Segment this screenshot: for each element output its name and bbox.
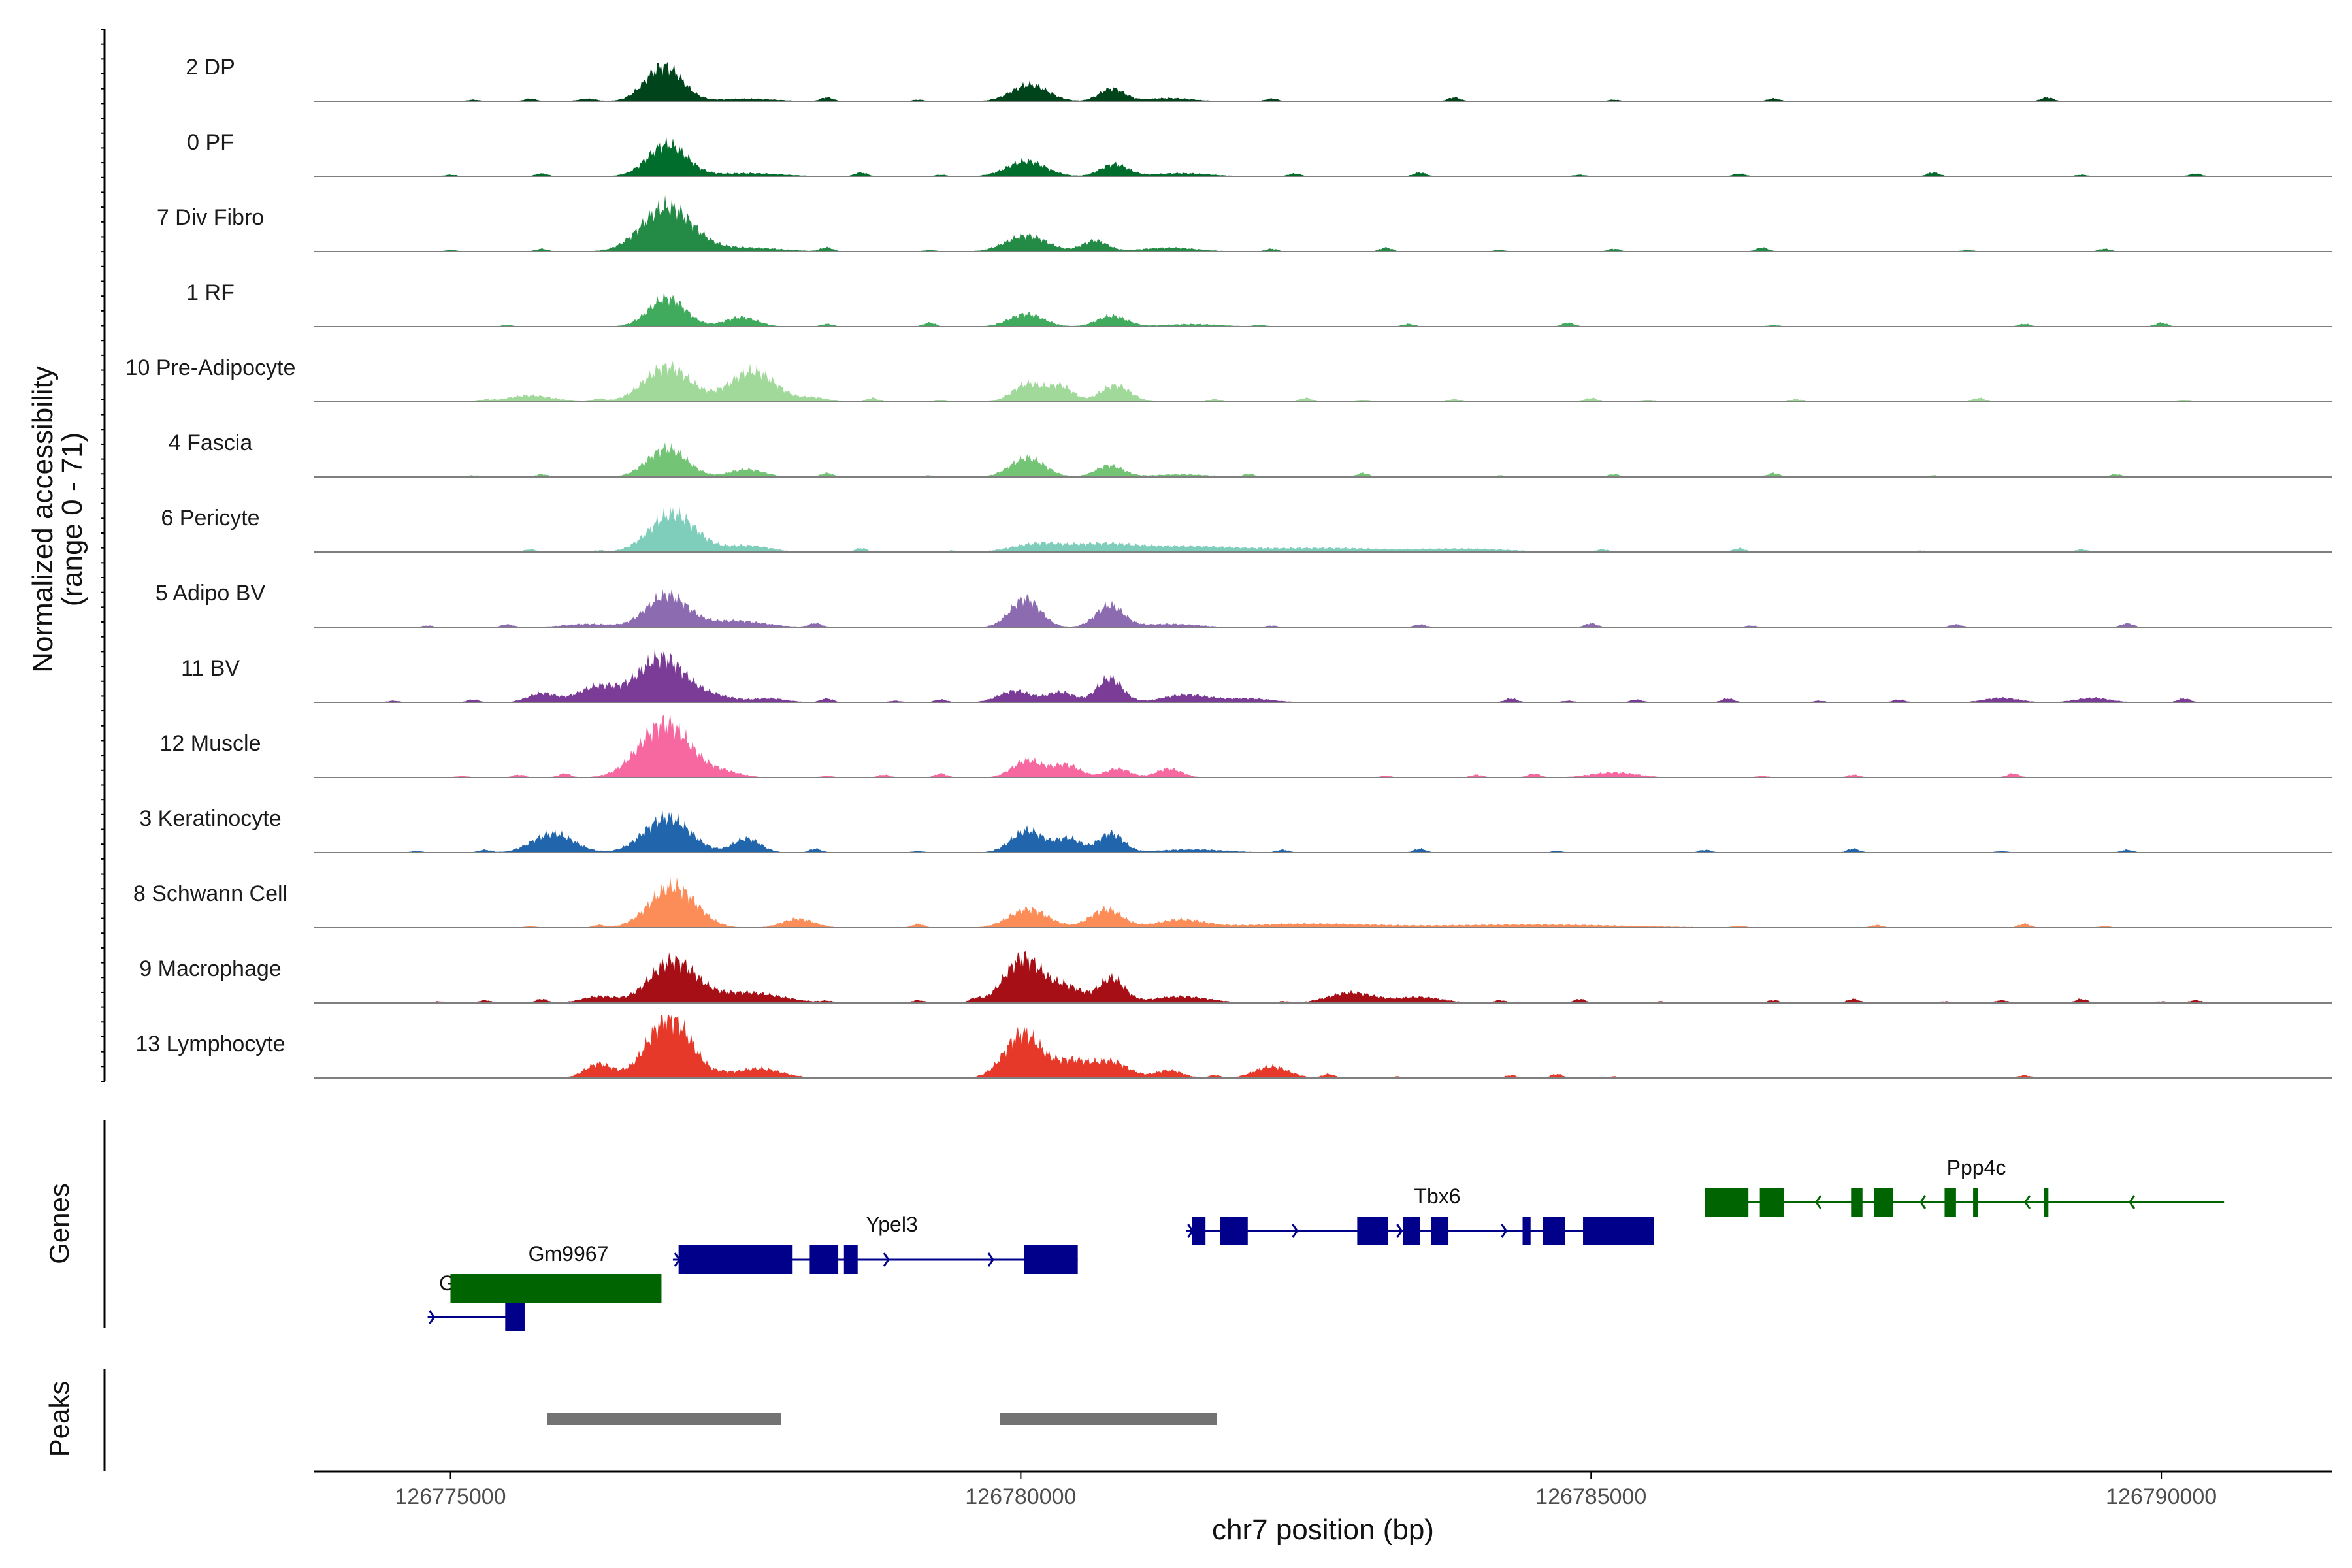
track-label: 9 Macrophage bbox=[139, 956, 281, 981]
gene-exon bbox=[1403, 1217, 1420, 1245]
gene-exon bbox=[678, 1245, 793, 1274]
gene-exon bbox=[1705, 1188, 1749, 1217]
strand-arrow bbox=[987, 1252, 994, 1267]
peak-bar bbox=[547, 1413, 781, 1425]
coverage-track: 9 Macrophage bbox=[139, 951, 2332, 1004]
track-label: 3 Keratinocyte bbox=[139, 806, 281, 831]
gene-model: Gm9967 bbox=[450, 1242, 662, 1303]
y-axis-title: Normalized accessibility bbox=[27, 366, 59, 672]
strand-arrow bbox=[883, 1252, 890, 1267]
track-label: 7 Div Fibro bbox=[157, 205, 264, 230]
gene-exon bbox=[1759, 1188, 1784, 1217]
gene-exon bbox=[1973, 1188, 1978, 1217]
gene-exon bbox=[1357, 1217, 1388, 1245]
gene-model: Ppp4c bbox=[1705, 1156, 2225, 1217]
coverage-area bbox=[314, 195, 2332, 252]
x-tick-label: 126785000 bbox=[1535, 1484, 1646, 1509]
x-tick-label: 126775000 bbox=[395, 1484, 506, 1509]
gene-exon bbox=[843, 1245, 858, 1274]
coverage-area bbox=[314, 810, 2332, 853]
peaks-panel bbox=[103, 1369, 1217, 1471]
coverage-track: 1 RF bbox=[186, 280, 2332, 327]
strand-arrow bbox=[2128, 1195, 2136, 1209]
coverage-track: 0 PF bbox=[187, 130, 2332, 177]
coverage-track: 10 Pre-Adipocyte bbox=[125, 355, 2332, 402]
coverage-track: 5 Adipo BV bbox=[155, 581, 2332, 628]
gene-exon bbox=[1543, 1217, 1565, 1245]
coverage-track: 8 Schwann Cell bbox=[133, 877, 2332, 928]
track-label: 11 BV bbox=[181, 656, 240, 681]
gene-exon bbox=[450, 1274, 662, 1303]
strand-arrow bbox=[1919, 1195, 1927, 1209]
gene-exon bbox=[1522, 1217, 1531, 1245]
genes-panel-title: Genes bbox=[44, 1183, 74, 1264]
coverage-track: 4 Fascia bbox=[169, 431, 2332, 478]
peaks-panel-title: Peaks bbox=[44, 1381, 74, 1458]
coverage-area bbox=[314, 1015, 2332, 1078]
coverage-area bbox=[314, 714, 2332, 777]
track-label: 4 Fascia bbox=[169, 431, 253, 455]
y-axis-range: (range 0 - 71) bbox=[56, 433, 88, 607]
coverage-area bbox=[314, 442, 2332, 477]
coverage-track: 6 Pericyte bbox=[161, 506, 2332, 553]
gene-exon bbox=[1851, 1188, 1863, 1217]
track-label: 2 DP bbox=[186, 55, 235, 80]
coverage-track: 2 DP bbox=[186, 55, 2332, 102]
genes-panel: Gdpd3Gm9967Ypel3Tbx6Ppp4c bbox=[103, 1120, 2225, 1331]
coverage-area bbox=[314, 589, 2332, 627]
coverage-area bbox=[314, 877, 2332, 928]
coverage-area bbox=[314, 951, 2332, 1003]
gene-label: Gm9967 bbox=[529, 1242, 609, 1266]
coverage-tracks: 2 DP 0 PF 7 Div Fibro 1 RF 10 Pre-Adipocyte 4… bbox=[125, 55, 2332, 1079]
gene-exon bbox=[1024, 1245, 1078, 1274]
coverage-area bbox=[314, 649, 2332, 702]
strand-arrow bbox=[1396, 1224, 1403, 1238]
coverage-track: 7 Div Fibro bbox=[157, 195, 2332, 252]
coverage-area bbox=[314, 137, 2332, 176]
coverage-track: 11 BV bbox=[181, 649, 2332, 703]
gene-exon bbox=[1192, 1217, 1206, 1245]
strand-arrow bbox=[1501, 1224, 1508, 1238]
track-label: 1 RF bbox=[186, 280, 235, 305]
gene-exon bbox=[1944, 1188, 1956, 1217]
coverage-area bbox=[314, 61, 2332, 101]
strand-arrow bbox=[2023, 1195, 2031, 1209]
track-label: 6 Pericyte bbox=[161, 506, 259, 531]
coverage-track: 12 Muscle bbox=[160, 714, 2332, 778]
gene-model: Tbx6 bbox=[1186, 1184, 1654, 1245]
x-axis: 126775000 126780000 126785000 126790000 bbox=[314, 1470, 2332, 1509]
coverage-track: 13 Lymphocyte bbox=[135, 1015, 2332, 1079]
track-label: 5 Adipo BV bbox=[155, 581, 266, 606]
gene-exon bbox=[1431, 1217, 1449, 1245]
strand-arrow bbox=[429, 1310, 436, 1324]
gene-exon bbox=[2044, 1188, 2049, 1217]
track-label: 12 Muscle bbox=[160, 731, 261, 756]
gene-exon bbox=[1220, 1217, 1248, 1245]
strand-arrow bbox=[1814, 1195, 1822, 1209]
track-label: 8 Schwann Cell bbox=[133, 881, 287, 906]
coverage-track: 3 Keratinocyte bbox=[139, 806, 2332, 853]
gene-label: Ypel3 bbox=[866, 1213, 917, 1236]
gene-exon bbox=[1874, 1188, 1893, 1217]
gene-label: Tbx6 bbox=[1414, 1184, 1460, 1208]
track-label: 0 PF bbox=[187, 130, 234, 155]
gene-exon bbox=[1583, 1217, 1654, 1245]
strand-arrow bbox=[1292, 1224, 1299, 1238]
y-axis bbox=[101, 29, 106, 1082]
x-tick-label: 126780000 bbox=[965, 1484, 1076, 1509]
coverage-area bbox=[314, 361, 2332, 402]
track-label: 13 Lymphocyte bbox=[135, 1032, 285, 1056]
coverage-area bbox=[314, 293, 2332, 327]
gene-label: Ppp4c bbox=[1947, 1156, 2006, 1179]
peak-bar bbox=[1000, 1413, 1217, 1425]
x-axis-title: chr7 position (bp) bbox=[1212, 1514, 1434, 1546]
gene-model: Ypel3 bbox=[672, 1213, 1078, 1274]
gene-exon bbox=[505, 1303, 525, 1331]
track-label: 10 Pre-Adipocyte bbox=[125, 355, 296, 380]
gene-exon bbox=[809, 1245, 839, 1274]
coverage-area bbox=[314, 506, 2332, 552]
x-tick-label: 126790000 bbox=[2106, 1484, 2217, 1509]
